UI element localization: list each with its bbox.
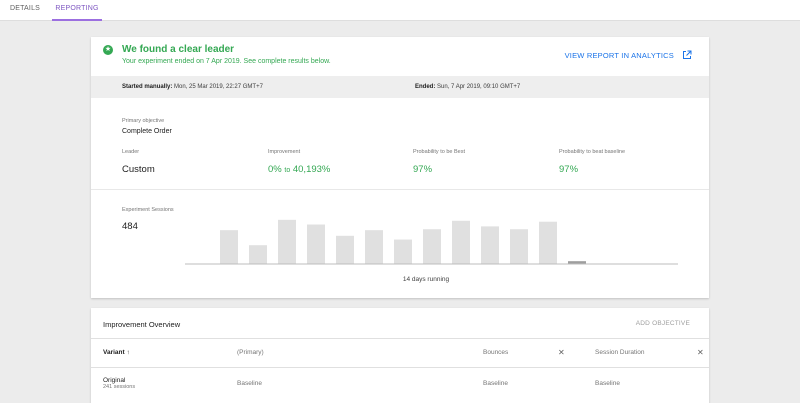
overview-title: Improvement Overview — [103, 320, 181, 329]
improvement-overview-card: Improvement Overview ADD OBJECTIVE Varia… — [91, 308, 709, 403]
view-report-link[interactable]: VIEW REPORT IN ANALYTICS — [564, 51, 674, 60]
tab-details[interactable]: DETAILS — [9, 5, 41, 12]
ended-label: Ended: — [415, 84, 436, 90]
banner-subtitle: Your experiment ended on 7 Apr 2019. See… — [122, 58, 331, 65]
experiment-dates: Started manually: Mon, 25 Mar 2019, 22:2… — [91, 76, 709, 98]
objective-label: Primary objective — [122, 118, 165, 124]
tab-bar: DETAILS REPORTING — [0, 0, 800, 21]
close-icon[interactable]: ✕ — [697, 348, 704, 357]
session-duration-cell: Baseline — [595, 380, 620, 387]
chart-bar — [510, 229, 528, 264]
add-objective-button[interactable]: ADD OBJECTIVE — [635, 320, 690, 327]
close-icon[interactable]: ✕ — [558, 348, 565, 357]
improvement-low: 0% — [268, 164, 282, 175]
variant-sessions: 241 sessions — [103, 384, 136, 390]
sessions-label: Experiment Sessions — [122, 207, 174, 213]
chart-bar — [452, 220, 470, 264]
chart-bar — [423, 229, 441, 264]
days-running-label: 14 days running — [402, 276, 450, 283]
chart-bar — [568, 261, 586, 264]
star-icon: ★ — [103, 45, 113, 55]
summary-card: ★ We found a clear leader Your experimen… — [91, 37, 709, 298]
divider — [91, 189, 709, 190]
variant-name: Original — [103, 377, 126, 384]
prob-best-value: 97% — [413, 164, 433, 175]
prob-baseline-value: 97% — [559, 164, 579, 175]
improvement-label: Improvement — [268, 149, 301, 155]
started-label: Started manually: — [122, 84, 173, 90]
variant-column-header[interactable]: Variant ↑ — [103, 349, 130, 356]
bounces-column-header: Bounces — [483, 349, 509, 356]
chart-bar — [278, 219, 296, 264]
divider — [91, 338, 709, 339]
banner-title: We found a clear leader — [122, 44, 235, 55]
sessions-chart — [185, 219, 678, 265]
divider — [91, 367, 709, 368]
sessions-total: 484 — [122, 221, 138, 232]
chart-bar — [307, 224, 325, 264]
objective-value: Complete Order — [122, 128, 172, 135]
bounces-cell: Baseline — [483, 380, 508, 387]
chart-bar — [394, 239, 412, 264]
prob-baseline-label: Probability to beat baseline — [559, 149, 626, 155]
ended-value: Sun, 7 Apr 2019, 09:10 GMT+7 — [437, 84, 521, 90]
chart-bar — [365, 230, 383, 264]
started-value: Mon, 25 Mar 2019, 22:27 GMT+7 — [174, 84, 263, 90]
external-link-icon[interactable] — [682, 50, 692, 60]
primary-column-header: (Primary) — [237, 349, 264, 356]
chart-bar — [220, 230, 238, 264]
variant-header-label: Variant — [103, 349, 125, 356]
prob-best-label: Probability to be Best — [413, 149, 465, 155]
chart-bar — [539, 221, 557, 264]
session-duration-column-header: Session Duration — [595, 349, 645, 356]
improvement-value: 0% to 40,193% — [268, 164, 330, 175]
primary-cell: Baseline — [237, 380, 262, 387]
chart-bar — [336, 235, 354, 264]
tab-reporting[interactable]: REPORTING — [52, 0, 102, 21]
arrow-up-icon: ↑ — [126, 349, 130, 356]
leader-label: Leader — [122, 149, 140, 155]
chart-bar — [481, 226, 499, 264]
improvement-high: 40,193% — [292, 164, 331, 175]
leader-value: Custom — [122, 164, 155, 175]
chart-bar — [249, 245, 267, 264]
improvement-to: to — [284, 167, 291, 174]
